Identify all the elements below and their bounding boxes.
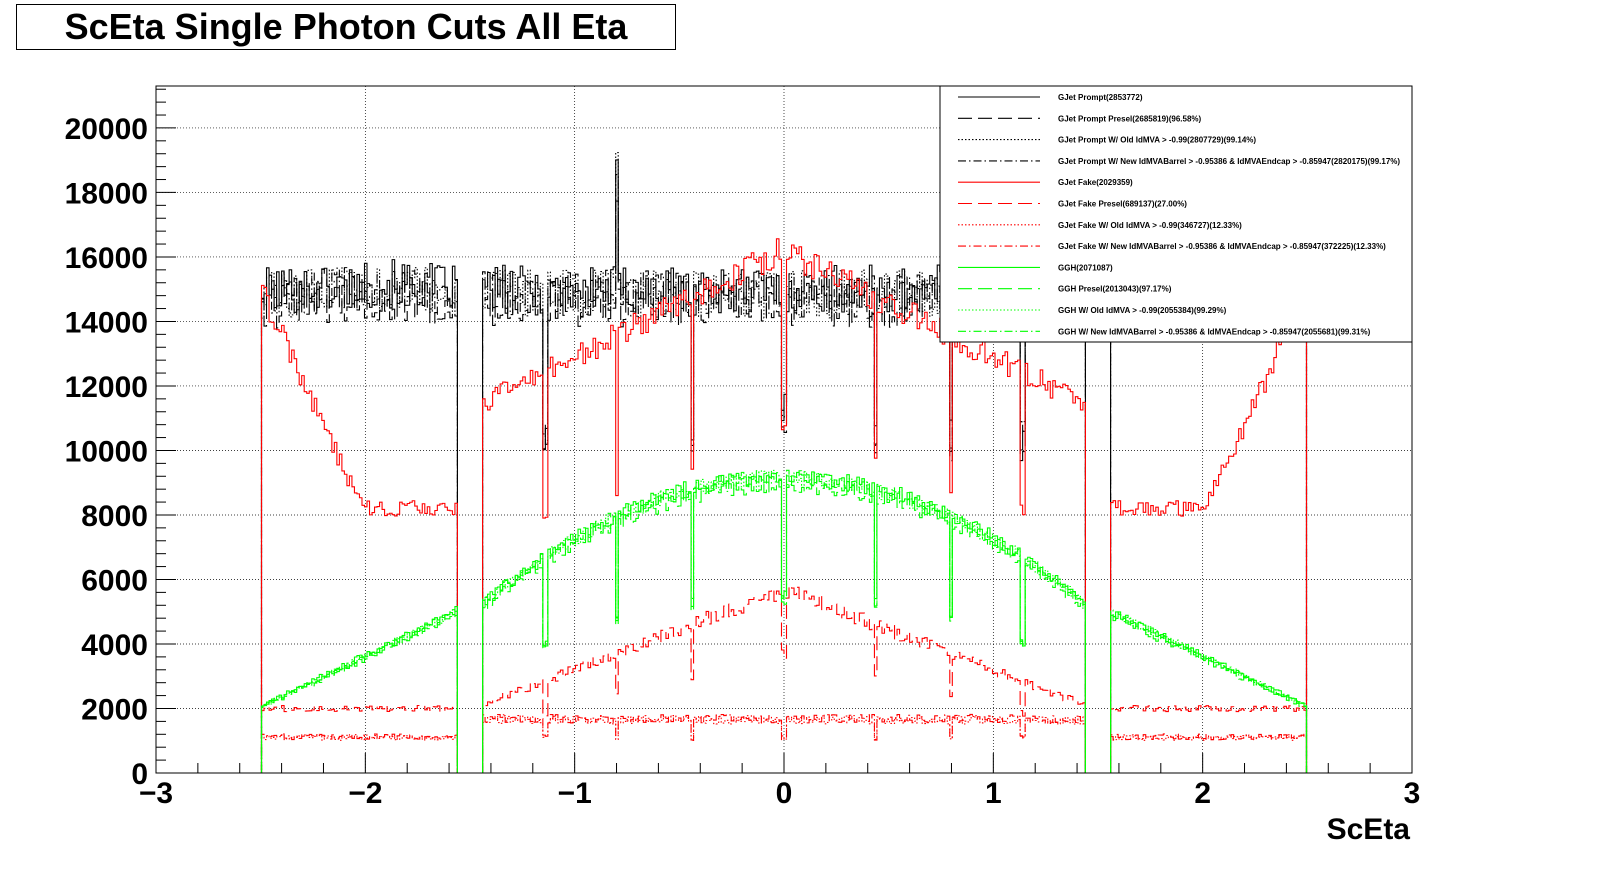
y-tick-label: 10000	[65, 435, 148, 468]
chart-title: ScEta Single Photon Cuts All Eta	[64, 6, 628, 47]
x-tick-label: −2	[348, 777, 382, 810]
series-line	[156, 469, 1412, 773]
legend-entry-label: GGH W/ New IdMVABarrel > -0.95386 & IdMV…	[1058, 327, 1371, 336]
series-line	[156, 469, 1412, 773]
y-tick-label: 6000	[81, 564, 148, 597]
x-tick-label: 2	[1194, 777, 1211, 810]
x-tick-label: 0	[776, 777, 793, 810]
legend-entry-label: GGH(2071087)	[1058, 263, 1113, 272]
legend-box	[939, 85, 1413, 343]
y-tick-label: 14000	[65, 306, 148, 339]
x-tick-label: 3	[1404, 777, 1421, 810]
y-tick-label: 20000	[65, 113, 148, 146]
x-axis-title: ScEta	[1327, 813, 1411, 846]
chart-title-box: ScEta Single Photon Cuts All Eta	[16, 4, 676, 50]
legend-entry-label: GGH Presel(2013043)(97.17%)	[1058, 285, 1172, 294]
series-line	[156, 585, 1412, 773]
y-tick-label: 2000	[81, 693, 148, 726]
legend: GJet Prompt(2853772) GJet Prompt Presel(2…	[939, 85, 1413, 343]
series-line	[156, 713, 1412, 773]
axes: −3 −2 −1 0 1 2 3 0 2000 4000 6000 8000 10000 12000 140…	[65, 88, 1421, 810]
series-line	[156, 152, 1412, 773]
x-tick-label: −1	[558, 777, 592, 810]
series-line	[156, 477, 1412, 773]
legend-entry-label: GJet Fake W/ New IdMVABarrel > -0.95386 …	[1058, 242, 1386, 251]
legend-entry-label: GJet Fake W/ Old IdMVA > -0.99(346727)(1…	[1058, 221, 1242, 230]
series-line	[156, 238, 1412, 773]
legend-entry-label: GJet Fake(2029359)	[1058, 178, 1133, 187]
y-tick-label: 16000	[65, 242, 148, 275]
y-tick-label: 8000	[81, 500, 148, 533]
legend-entry-label: GJet Prompt(2853772)	[1058, 93, 1143, 102]
y-tick-label: 18000	[65, 177, 148, 210]
y-tick-label: 12000	[65, 371, 148, 404]
x-tick-label: 1	[985, 777, 1002, 810]
legend-entry-label: GJet Prompt W/ Old IdMVA > -0.99(2807729…	[1058, 136, 1256, 145]
legend-entry-label: GJet Fake Presel(689137)(27.00%)	[1058, 200, 1187, 209]
x-tick-label: −3	[139, 777, 173, 810]
series-line	[156, 471, 1412, 773]
legend-entry-label: GJet Prompt Presel(2685819)(96.58%)	[1058, 114, 1202, 123]
y-tick-label: 0	[131, 758, 148, 791]
y-tick-label: 4000	[81, 629, 148, 662]
legend-entry-label: GGH W/ Old IdMVA > -0.99(2055384)(99.29%…	[1058, 306, 1227, 315]
legend-entry-label: GJet Prompt W/ New IdMVABarrel > -0.9538…	[1058, 157, 1400, 166]
